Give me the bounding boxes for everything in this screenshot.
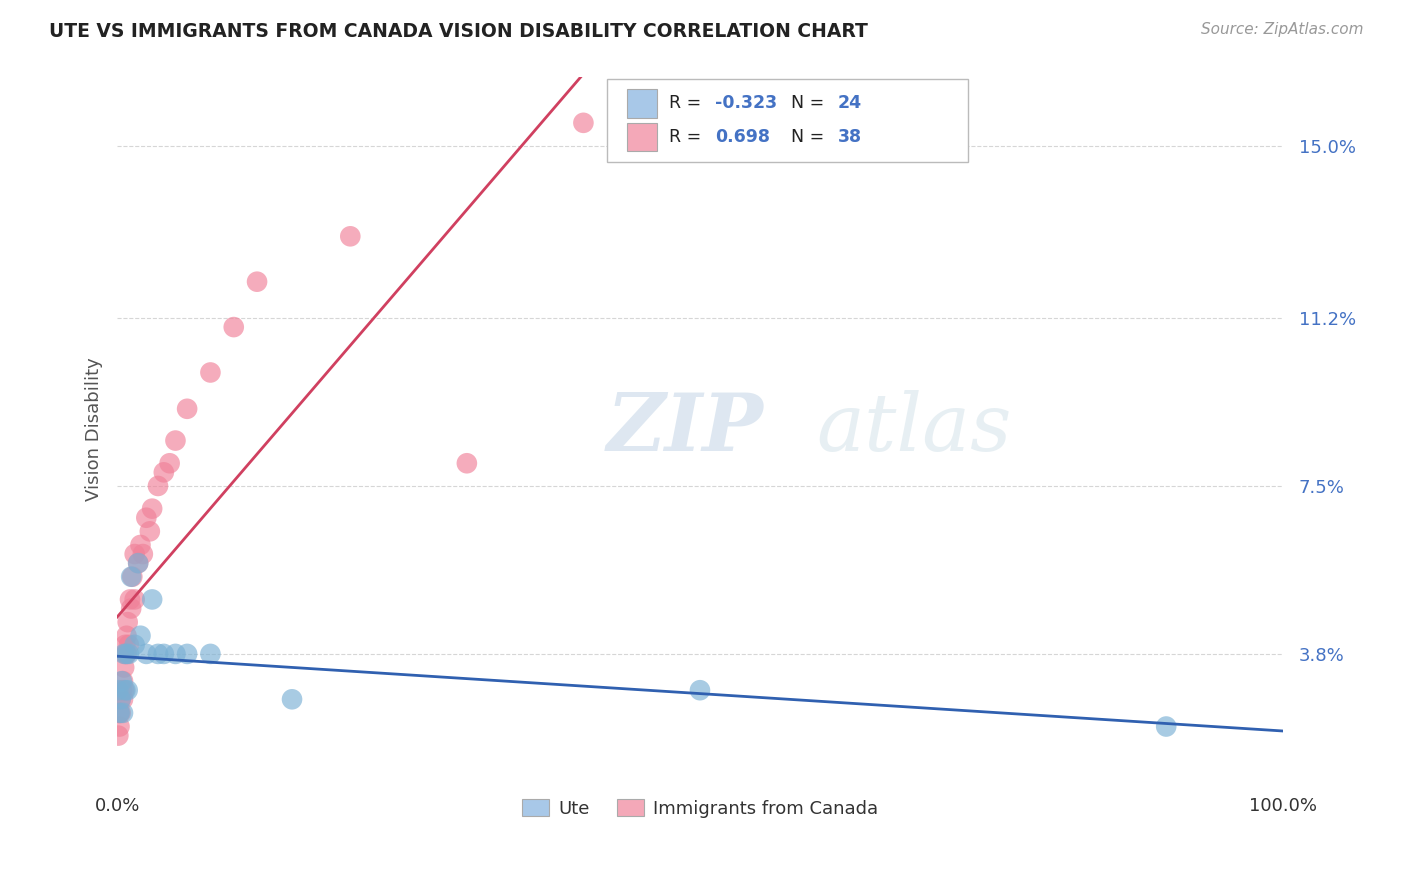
Text: 24: 24 <box>838 95 862 112</box>
Point <box>114 638 136 652</box>
FancyBboxPatch shape <box>607 78 969 161</box>
Point <box>146 479 169 493</box>
Point <box>111 674 134 689</box>
Point <box>121 570 143 584</box>
FancyBboxPatch shape <box>627 123 657 152</box>
Point <box>107 683 129 698</box>
Point <box>456 456 478 470</box>
Point <box>114 647 136 661</box>
Point <box>200 647 222 661</box>
Point <box>118 592 141 607</box>
Text: UTE VS IMMIGRANTS FROM CANADA VISION DISABILITY CORRELATION CHART: UTE VS IMMIGRANTS FROM CANADA VISION DIS… <box>49 22 868 41</box>
Point <box>146 647 169 661</box>
Point <box>120 570 142 584</box>
Text: R =: R = <box>668 95 706 112</box>
Point <box>572 116 595 130</box>
Point <box>200 366 222 380</box>
Point <box>124 547 146 561</box>
Y-axis label: Vision Disability: Vision Disability <box>86 358 103 501</box>
Point <box>110 692 132 706</box>
Point <box>129 538 152 552</box>
Point <box>132 547 155 561</box>
Point <box>112 647 135 661</box>
Point <box>689 683 711 698</box>
Point <box>112 683 135 698</box>
Point <box>115 629 138 643</box>
Point <box>124 592 146 607</box>
Point <box>110 706 132 720</box>
Point <box>117 615 139 629</box>
Point <box>111 692 134 706</box>
Text: N =: N = <box>792 128 830 146</box>
Point <box>115 647 138 661</box>
Point <box>159 456 181 470</box>
Point <box>108 719 131 733</box>
Text: ZIP: ZIP <box>607 391 763 468</box>
Point <box>111 674 134 689</box>
Point <box>139 524 162 539</box>
Point <box>115 647 138 661</box>
Point <box>111 683 134 698</box>
Text: N =: N = <box>792 95 830 112</box>
Point <box>1154 719 1177 733</box>
Point <box>120 601 142 615</box>
Point <box>339 229 361 244</box>
Point <box>141 501 163 516</box>
Point <box>118 647 141 661</box>
FancyBboxPatch shape <box>627 89 657 118</box>
Legend: Ute, Immigrants from Canada: Ute, Immigrants from Canada <box>515 791 886 825</box>
Point <box>246 275 269 289</box>
Text: -0.323: -0.323 <box>716 95 778 112</box>
Point <box>111 706 134 720</box>
Point <box>222 320 245 334</box>
Point <box>176 401 198 416</box>
Point <box>153 647 176 661</box>
Point <box>108 706 131 720</box>
Point <box>117 683 139 698</box>
Point <box>118 638 141 652</box>
Text: R =: R = <box>668 128 706 146</box>
Point <box>112 660 135 674</box>
Point <box>127 556 149 570</box>
Point <box>176 647 198 661</box>
Point <box>135 647 157 661</box>
Point <box>165 434 187 448</box>
Text: Source: ZipAtlas.com: Source: ZipAtlas.com <box>1201 22 1364 37</box>
Point <box>165 647 187 661</box>
Point <box>114 683 136 698</box>
Point <box>153 466 176 480</box>
Point <box>129 629 152 643</box>
Point <box>124 638 146 652</box>
Point <box>141 592 163 607</box>
Point <box>110 692 132 706</box>
Text: 0.698: 0.698 <box>716 128 770 146</box>
Point <box>107 729 129 743</box>
Point <box>127 556 149 570</box>
Point <box>281 692 304 706</box>
Text: 38: 38 <box>838 128 862 146</box>
Text: atlas: atlas <box>817 391 1012 468</box>
Point <box>108 706 131 720</box>
Point <box>135 510 157 524</box>
